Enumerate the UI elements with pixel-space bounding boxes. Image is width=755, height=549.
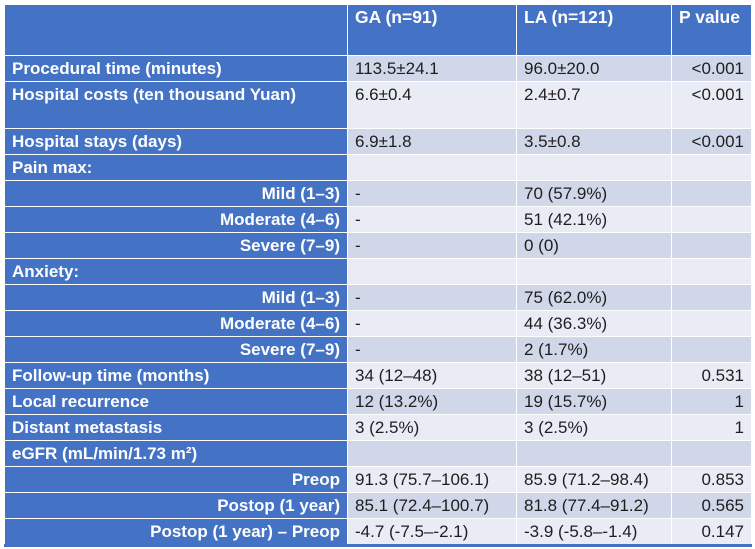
row-label-cell: eGFR (mL/min/1.73 m²) — [4, 440, 348, 467]
ga-value-cell: 12 (13.2%) — [347, 388, 517, 415]
table-row: Local recurrence 12 (13.2%) 19 (15.7%) 1 — [4, 388, 752, 415]
ga-value-cell: 6.6±0.4 — [347, 81, 517, 129]
la-value-cell: 2 (1.7%) — [516, 336, 672, 363]
la-value-cell: 96.0±20.0 — [516, 55, 672, 82]
row-label-cell: Moderate (4–6) — [4, 206, 348, 233]
la-value-cell: 81.8 (77.4–91.2) — [516, 492, 672, 519]
row-label-cell: Hospital stays (days) — [4, 128, 348, 155]
p-value-cell: 0.853 — [671, 466, 752, 493]
p-value-cell — [671, 336, 752, 363]
p-value-cell: 0.147 — [671, 518, 752, 546]
row-label-cell: Anxiety: — [4, 258, 348, 285]
ga-value-cell: - — [347, 284, 517, 311]
la-value-cell: 0 (0) — [516, 232, 672, 259]
table-row: Severe (7–9) -0 (0) — [4, 232, 752, 259]
p-value-cell — [671, 180, 752, 207]
row-label-cell: Distant metastasis — [4, 414, 348, 441]
row-label-cell: Postop (1 year) – Preop — [4, 518, 348, 546]
p-value-cell — [671, 258, 752, 285]
table-row: eGFR (mL/min/1.73 m²) — [4, 440, 752, 467]
la-value-cell: 44 (36.3%) — [516, 310, 672, 337]
la-value-cell: 51 (42.1%) — [516, 206, 672, 233]
row-label-cell: Postop (1 year) — [4, 492, 348, 519]
ga-value-cell: - — [347, 232, 517, 259]
table-row: Severe (7–9) -2 (1.7%) — [4, 336, 752, 363]
table-row: Mild (1–3) -70 (57.9%) — [4, 180, 752, 207]
la-value-cell: 19 (15.7%) — [516, 388, 672, 415]
la-value-cell: 2.4±0.7 — [516, 81, 672, 129]
row-label-cell: Mild (1–3) — [4, 284, 348, 311]
table-row: Mild (1–3) -75 (62.0%) — [4, 284, 752, 311]
table-header: GA (n=91) LA (n=121) P value — [4, 4, 752, 56]
ga-value-cell — [347, 440, 517, 467]
ga-value-cell — [347, 258, 517, 285]
ga-value-cell: - — [347, 310, 517, 337]
p-value-cell — [671, 284, 752, 311]
row-label-cell: Severe (7–9) — [4, 232, 348, 259]
ga-value-cell: 91.3 (75.7–106.1) — [347, 466, 517, 493]
la-value-cell: 85.9 (71.2–98.4) — [516, 466, 672, 493]
la-value-cell — [516, 154, 672, 181]
row-label-cell: Preop — [4, 466, 348, 493]
table-row: Anxiety: — [4, 258, 752, 285]
comparison-table: GA (n=91) LA (n=121) P value Procedural … — [4, 4, 752, 547]
p-value-cell: <0.001 — [671, 55, 752, 82]
p-value-cell: 0.565 — [671, 492, 752, 519]
row-label-cell: Mild (1–3) — [4, 180, 348, 207]
row-label-cell: Moderate (4–6) — [4, 310, 348, 337]
row-label-cell: Severe (7–9) — [4, 336, 348, 363]
header-cell-ga: GA (n=91) — [347, 4, 517, 56]
table-row: Pain max: — [4, 154, 752, 181]
table-row: Postop (1 year) – Preop -4.7 (-7.5–-2.1) -… — [4, 518, 752, 546]
ga-value-cell: -4.7 (-7.5–-2.1) — [347, 518, 517, 546]
p-value-cell — [671, 206, 752, 233]
ga-value-cell: - — [347, 336, 517, 363]
ga-value-cell: 34 (12–48) — [347, 362, 517, 389]
ga-value-cell: 113.5±24.1 — [347, 55, 517, 82]
ga-value-cell: 6.9±1.8 — [347, 128, 517, 155]
la-value-cell — [516, 440, 672, 467]
row-label-cell: Procedural time (minutes) — [4, 55, 348, 82]
la-value-cell: 75 (62.0%) — [516, 284, 672, 311]
p-value-cell — [671, 232, 752, 259]
p-value-cell: 1 — [671, 388, 752, 415]
ga-value-cell: 3 (2.5%) — [347, 414, 517, 441]
table-row: Moderate (4–6) -51 (42.1%) — [4, 206, 752, 233]
p-value-cell: <0.001 — [671, 128, 752, 155]
p-value-cell: 0.531 — [671, 362, 752, 389]
table-row: Postop (1 year) 85.1 (72.4–100.7) 81.8 (77… — [4, 492, 752, 519]
la-value-cell: -3.9 (-5.8–-1.4) — [516, 518, 672, 546]
table-row: Distant metastasis 3 (2.5%) 3 (2.5%) 1 — [4, 414, 752, 441]
table-row: Hospital costs (ten thousand Yuan) 6.6±0.… — [4, 81, 752, 129]
row-label-cell: Follow-up time (months) — [4, 362, 348, 389]
table-row: Hospital stays (days) 6.9±1.8 3.5±0.8 <0.00… — [4, 128, 752, 155]
row-label-cell: Pain max: — [4, 154, 348, 181]
p-value-cell: 1 — [671, 414, 752, 441]
header-cell-empty — [4, 4, 348, 56]
ga-value-cell — [347, 154, 517, 181]
la-value-cell — [516, 258, 672, 285]
table-body: Procedural time (minutes) 113.5±24.1 96.0±… — [4, 55, 752, 546]
ga-value-cell: - — [347, 180, 517, 207]
p-value-cell — [671, 440, 752, 467]
table-page: GA (n=91) LA (n=121) P value Procedural … — [4, 4, 752, 547]
header-cell-la: LA (n=121) — [516, 4, 672, 56]
table-row: Preop 91.3 (75.7–106.1) 85.9 (71.2–98.4) 0.… — [4, 466, 752, 493]
p-value-cell — [671, 154, 752, 181]
la-value-cell: 3.5±0.8 — [516, 128, 672, 155]
row-label-cell: Hospital costs (ten thousand Yuan) — [4, 81, 348, 129]
table-row: Follow-up time (months) 34 (12–48) 38 (12–… — [4, 362, 752, 389]
p-value-cell: <0.001 — [671, 81, 752, 129]
table-row: Moderate (4–6) -44 (36.3%) — [4, 310, 752, 337]
ga-value-cell: 85.1 (72.4–100.7) — [347, 492, 517, 519]
la-value-cell: 70 (57.9%) — [516, 180, 672, 207]
header-row: GA (n=91) LA (n=121) P value — [4, 4, 752, 56]
la-value-cell: 3 (2.5%) — [516, 414, 672, 441]
table-row: Procedural time (minutes) 113.5±24.1 96.0±… — [4, 55, 752, 82]
header-cell-pvalue: P value — [671, 4, 752, 56]
p-value-cell — [671, 310, 752, 337]
la-value-cell: 38 (12–51) — [516, 362, 672, 389]
row-label-cell: Local recurrence — [4, 388, 348, 415]
ga-value-cell: - — [347, 206, 517, 233]
